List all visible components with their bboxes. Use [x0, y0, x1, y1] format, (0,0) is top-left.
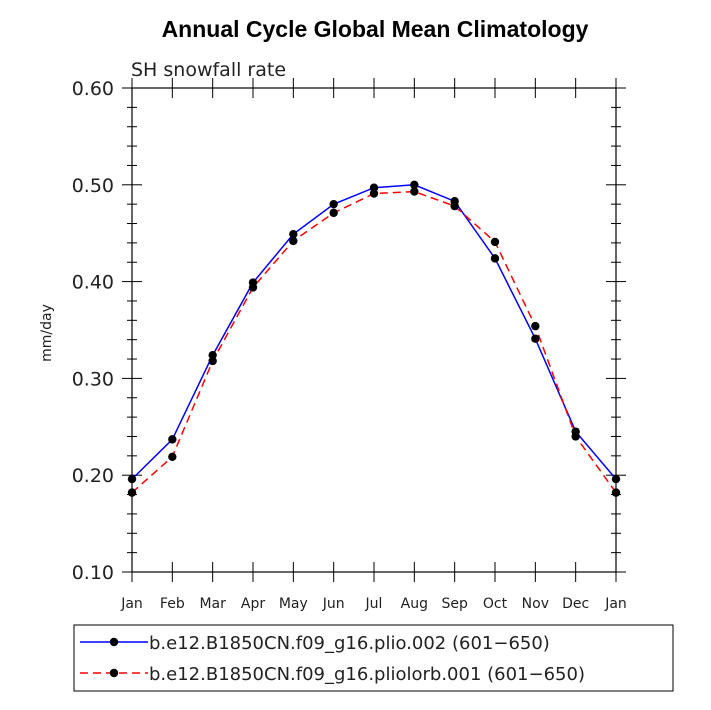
series-2-point	[208, 356, 217, 366]
chart-title: Annual Cycle Global Mean Climatology	[162, 16, 589, 42]
x-tick-label: Sep	[441, 596, 468, 612]
x-tick-label: Aug	[401, 596, 428, 612]
series-1-point	[531, 334, 540, 343]
x-tick-label: Oct	[483, 596, 508, 612]
chart-subtitle: SH snowfall rate	[131, 59, 286, 81]
series-1-point	[208, 350, 217, 360]
series-line-1	[131, 184, 617, 480]
series-layer	[127, 180, 621, 497]
series-1-point	[168, 435, 177, 444]
series-line-2	[131, 190, 617, 494]
legend-label-1: b.e12.B1850CN.f09_g16.plio.002 (601−650)	[149, 633, 550, 654]
axes: 0.10 0.20 0.30 0.40 0.50 0.60 Jan Feb Mar Apr May J…	[72, 78, 627, 612]
y-tick-label: 0.50	[72, 175, 114, 197]
series-2-point	[611, 488, 621, 497]
series-1-point	[127, 474, 137, 484]
series-2-point	[410, 187, 419, 196]
x-tick-label: Jul	[365, 596, 383, 612]
legend-label-2: b.e12.B1850CN.f09_g16.pliolorb.001 (601−…	[149, 664, 585, 685]
y-tick-label: 0.20	[72, 465, 114, 487]
series-2-point	[490, 237, 500, 247]
legend-marker-1	[109, 637, 119, 647]
y-tick-label: 0.60	[72, 78, 114, 100]
x-tick-label: Jun	[322, 596, 345, 612]
x-tick-label: May	[279, 596, 308, 612]
series-1-point	[369, 183, 379, 192]
series-2-point	[369, 189, 379, 198]
series-2-point	[168, 452, 177, 462]
series-2-point	[531, 321, 540, 331]
series-1-point	[289, 229, 298, 239]
series-2-point	[248, 283, 258, 292]
series-1-point	[490, 254, 500, 263]
series-2-point	[571, 432, 580, 441]
series-2-point	[450, 201, 459, 211]
x-tick-label: Nov	[522, 596, 549, 612]
x-tick-label: Jan	[604, 596, 627, 612]
y-tick-label: 0.10	[72, 562, 114, 584]
x-tick-label: Dec	[562, 596, 589, 612]
series-2-point	[329, 208, 338, 218]
y-axis-label: mm/day	[39, 304, 55, 362]
series-2-point	[127, 488, 137, 497]
legend-marker-2	[109, 668, 119, 678]
x-tick-label: Apr	[241, 596, 265, 612]
x-tick-label: Feb	[160, 596, 185, 612]
series-1-point	[410, 180, 419, 189]
series-1-point	[329, 199, 338, 209]
legend-box	[73, 624, 674, 692]
y-tick-label: 0.30	[72, 368, 114, 390]
series-1-point	[611, 474, 621, 484]
x-tick-label: Jan	[120, 596, 143, 612]
plot-frame	[131, 87, 617, 573]
y-tick-label: 0.40	[72, 272, 114, 294]
series-2-point	[289, 236, 298, 246]
x-tick-label: Mar	[199, 596, 226, 612]
legend: b.e12.B1850CN.f09_g16.plio.002 (601−650)…	[73, 624, 674, 692]
